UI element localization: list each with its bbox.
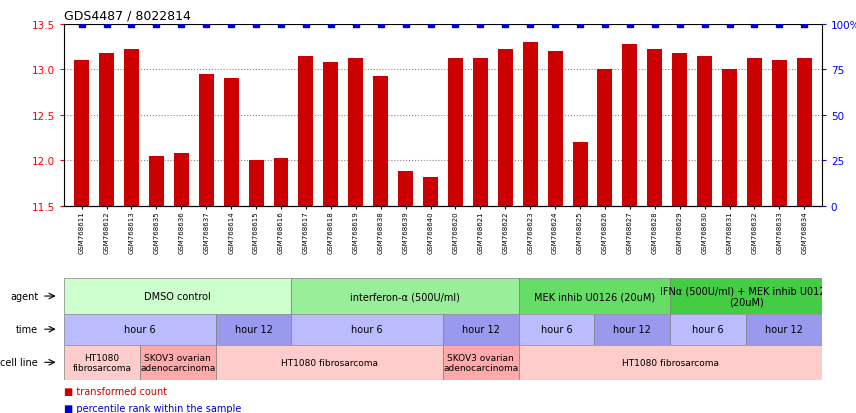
Bar — [423, 178, 438, 206]
Bar — [443, 345, 519, 380]
Bar — [647, 50, 663, 206]
Bar — [216, 314, 291, 345]
Text: GDS4487 / 8022814: GDS4487 / 8022814 — [64, 9, 191, 22]
Text: SKOV3 ovarian
adenocarcinoma: SKOV3 ovarian adenocarcinoma — [140, 353, 216, 372]
Bar — [398, 172, 413, 206]
Bar — [324, 63, 338, 206]
Text: DMSO control: DMSO control — [145, 291, 211, 301]
Bar — [594, 314, 670, 345]
Bar — [216, 345, 443, 380]
Text: hour 6: hour 6 — [352, 324, 383, 335]
Text: ■ transformed count: ■ transformed count — [64, 387, 167, 396]
Text: hour 6: hour 6 — [541, 324, 573, 335]
Text: ■ percentile rank within the sample: ■ percentile rank within the sample — [64, 403, 241, 413]
Text: hour 12: hour 12 — [462, 324, 500, 335]
Bar — [697, 57, 712, 206]
Bar — [174, 154, 189, 206]
Text: IFNα (500U/ml) + MEK inhib U0126
(20uM): IFNα (500U/ml) + MEK inhib U0126 (20uM) — [660, 285, 832, 307]
Text: HT1080 fibrosarcoma: HT1080 fibrosarcoma — [621, 358, 719, 367]
Bar — [299, 57, 313, 206]
Bar — [64, 314, 216, 345]
Bar — [670, 314, 746, 345]
Bar — [99, 54, 114, 206]
Bar — [348, 59, 363, 206]
Bar — [274, 158, 288, 206]
Bar — [223, 79, 239, 206]
Text: HT1080 fibrosarcoma: HT1080 fibrosarcoma — [281, 358, 377, 367]
Bar — [573, 143, 587, 206]
Bar — [622, 45, 638, 206]
Bar — [199, 75, 214, 206]
Bar — [672, 54, 687, 206]
Text: hour 12: hour 12 — [235, 324, 272, 335]
Bar — [140, 345, 216, 380]
Text: hour 12: hour 12 — [614, 324, 651, 335]
Bar — [448, 59, 463, 206]
Bar — [722, 70, 737, 206]
Text: SKOV3 ovarian
adenocarcinoma: SKOV3 ovarian adenocarcinoma — [443, 353, 519, 372]
Text: time: time — [16, 324, 39, 335]
Text: hour 6: hour 6 — [124, 324, 156, 335]
Bar — [746, 314, 822, 345]
Bar — [74, 61, 89, 206]
Bar — [797, 59, 811, 206]
Bar — [291, 314, 443, 345]
Bar — [64, 279, 291, 314]
Bar — [473, 59, 488, 206]
Text: MEK inhib U0126 (20uM): MEK inhib U0126 (20uM) — [534, 291, 655, 301]
Bar — [64, 345, 140, 380]
Bar — [498, 50, 513, 206]
Bar — [670, 279, 822, 314]
Bar — [248, 161, 264, 206]
Bar — [519, 345, 822, 380]
Bar — [597, 70, 612, 206]
Bar — [149, 157, 163, 206]
Bar — [443, 314, 519, 345]
Bar — [523, 43, 538, 206]
Text: HT1080
fibrosarcoma: HT1080 fibrosarcoma — [73, 353, 132, 372]
Bar — [291, 279, 519, 314]
Bar — [747, 59, 762, 206]
Text: agent: agent — [10, 291, 39, 301]
Text: interferon-α (500U/ml): interferon-α (500U/ml) — [350, 291, 460, 301]
Bar — [124, 50, 139, 206]
Text: cell line: cell line — [1, 357, 39, 368]
Bar — [519, 279, 670, 314]
Bar — [548, 52, 562, 206]
Bar — [772, 61, 787, 206]
Bar — [519, 314, 594, 345]
Bar — [373, 76, 388, 206]
Text: hour 6: hour 6 — [693, 324, 724, 335]
Text: hour 12: hour 12 — [765, 324, 803, 335]
